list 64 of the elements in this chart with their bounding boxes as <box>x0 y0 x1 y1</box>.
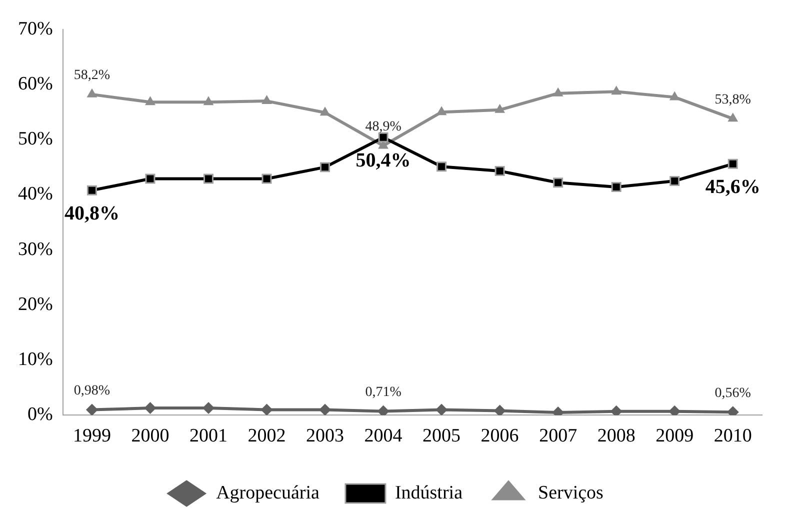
legend-label: Agropecuária <box>216 482 320 504</box>
data-label: 0,56% <box>714 386 752 401</box>
point <box>436 404 448 416</box>
point <box>86 88 98 98</box>
point <box>260 404 273 416</box>
point <box>494 166 505 176</box>
y-tick-label: 0% <box>28 404 53 426</box>
point <box>262 174 272 184</box>
point <box>728 112 738 122</box>
point <box>728 158 738 169</box>
data-label: 0,98% <box>74 383 110 398</box>
data-label: 53,8% <box>714 92 752 108</box>
x-tick-label: 2005 <box>422 426 461 447</box>
point <box>145 174 156 184</box>
point <box>670 176 680 186</box>
point <box>610 405 622 416</box>
point <box>86 404 98 416</box>
legend-label: Serviços <box>538 482 604 504</box>
point <box>320 106 330 116</box>
point <box>319 404 332 416</box>
x-tick-label: 2008 <box>597 426 636 447</box>
y-tick-label: 70% <box>18 18 53 40</box>
point <box>669 91 680 100</box>
point <box>86 185 97 196</box>
x-tick-label: 2006 <box>480 426 519 447</box>
x-tick-label: 2009 <box>656 426 694 447</box>
y-tick-label: 60% <box>18 74 53 94</box>
y-tick-label: 40% <box>18 184 53 205</box>
data-label: 50,4% <box>356 150 411 172</box>
point <box>611 86 622 95</box>
point <box>377 405 390 416</box>
point <box>436 162 447 172</box>
y-tick-label: 50% <box>18 128 53 150</box>
point <box>494 104 506 113</box>
point <box>552 87 564 96</box>
point <box>203 96 214 106</box>
point <box>553 178 564 188</box>
data-label: 40,8% <box>64 202 120 225</box>
data-label: 0,71% <box>365 384 402 400</box>
point <box>436 106 447 116</box>
point <box>203 174 214 184</box>
y-tick-label: 10% <box>18 349 53 370</box>
x-tick-label: 2003 <box>306 426 344 447</box>
x-tick-label: 2004 <box>364 426 403 447</box>
x-tick-label: 2001 <box>189 426 228 447</box>
point <box>145 96 156 106</box>
point <box>320 162 330 172</box>
x-tick-label: 2002 <box>248 426 286 447</box>
legend-label: Indústria <box>394 482 464 504</box>
point <box>144 402 156 414</box>
y-tick-label: 30% <box>18 238 53 260</box>
point <box>668 405 681 416</box>
x-tick-label: 2000 <box>131 426 170 447</box>
point <box>494 404 506 416</box>
point <box>378 132 388 142</box>
y-tick-label: 20% <box>18 294 53 315</box>
x-tick-label: 2010 <box>714 426 752 447</box>
point <box>611 182 622 192</box>
data-label: 48,9% <box>365 119 402 134</box>
point <box>262 95 272 104</box>
data-label: 45,6% <box>705 176 760 198</box>
data-label: 58,2% <box>74 68 110 84</box>
x-tick-label: 2007 <box>539 426 578 447</box>
x-tick-label: 1999 <box>72 426 111 447</box>
